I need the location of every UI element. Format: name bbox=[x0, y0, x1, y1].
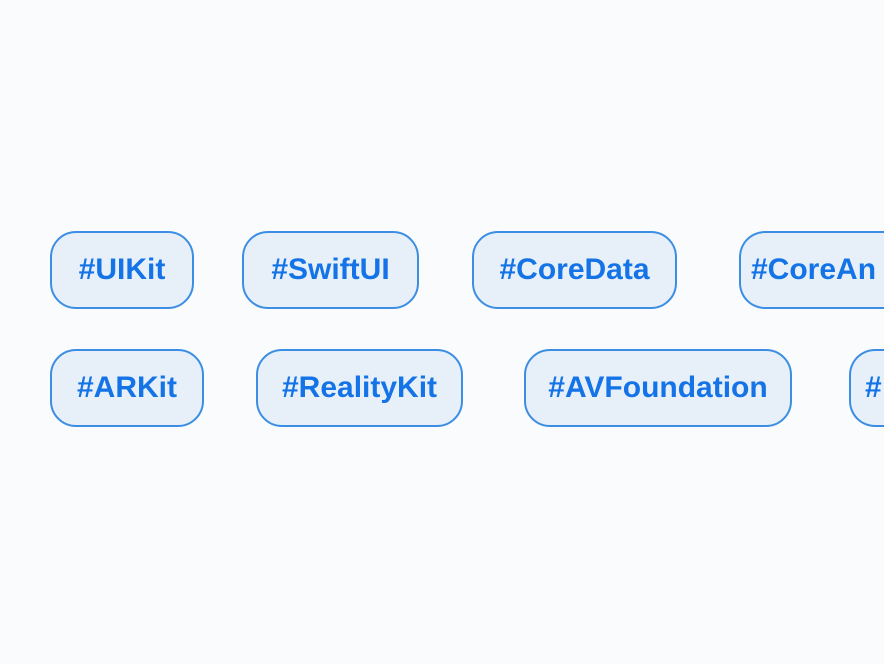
tag-row-1: #UIKit #SwiftUI #CoreData #CoreAn bbox=[0, 231, 884, 311]
tag-row-2: #ARKit #RealityKit #AVFoundation # bbox=[0, 349, 884, 429]
tag-label: # bbox=[865, 371, 882, 404]
tag-label: #UIKit bbox=[78, 253, 166, 286]
tag-label: #AVFoundation bbox=[548, 371, 768, 404]
tag-chip-avfoundation[interactable]: #AVFoundation bbox=[524, 349, 792, 427]
tag-label: #CoreAn bbox=[751, 253, 877, 286]
tag-chip-realitykit[interactable]: #RealityKit bbox=[256, 349, 463, 427]
tag-label: #SwiftUI bbox=[271, 253, 390, 286]
tag-chip-arkit[interactable]: #ARKit bbox=[50, 349, 204, 427]
tag-chip-swiftui[interactable]: #SwiftUI bbox=[242, 231, 419, 309]
tag-chip-coredata[interactable]: #CoreData bbox=[472, 231, 677, 309]
tag-chip-uikit[interactable]: #UIKit bbox=[50, 231, 194, 309]
tag-label: #ARKit bbox=[76, 371, 177, 404]
tag-label: #RealityKit bbox=[281, 371, 438, 404]
tag-label: #CoreData bbox=[499, 253, 650, 286]
tag-chip-partial[interactable]: # bbox=[849, 349, 884, 427]
tag-chip-coreanimation-partial[interactable]: #CoreAn bbox=[739, 231, 884, 309]
